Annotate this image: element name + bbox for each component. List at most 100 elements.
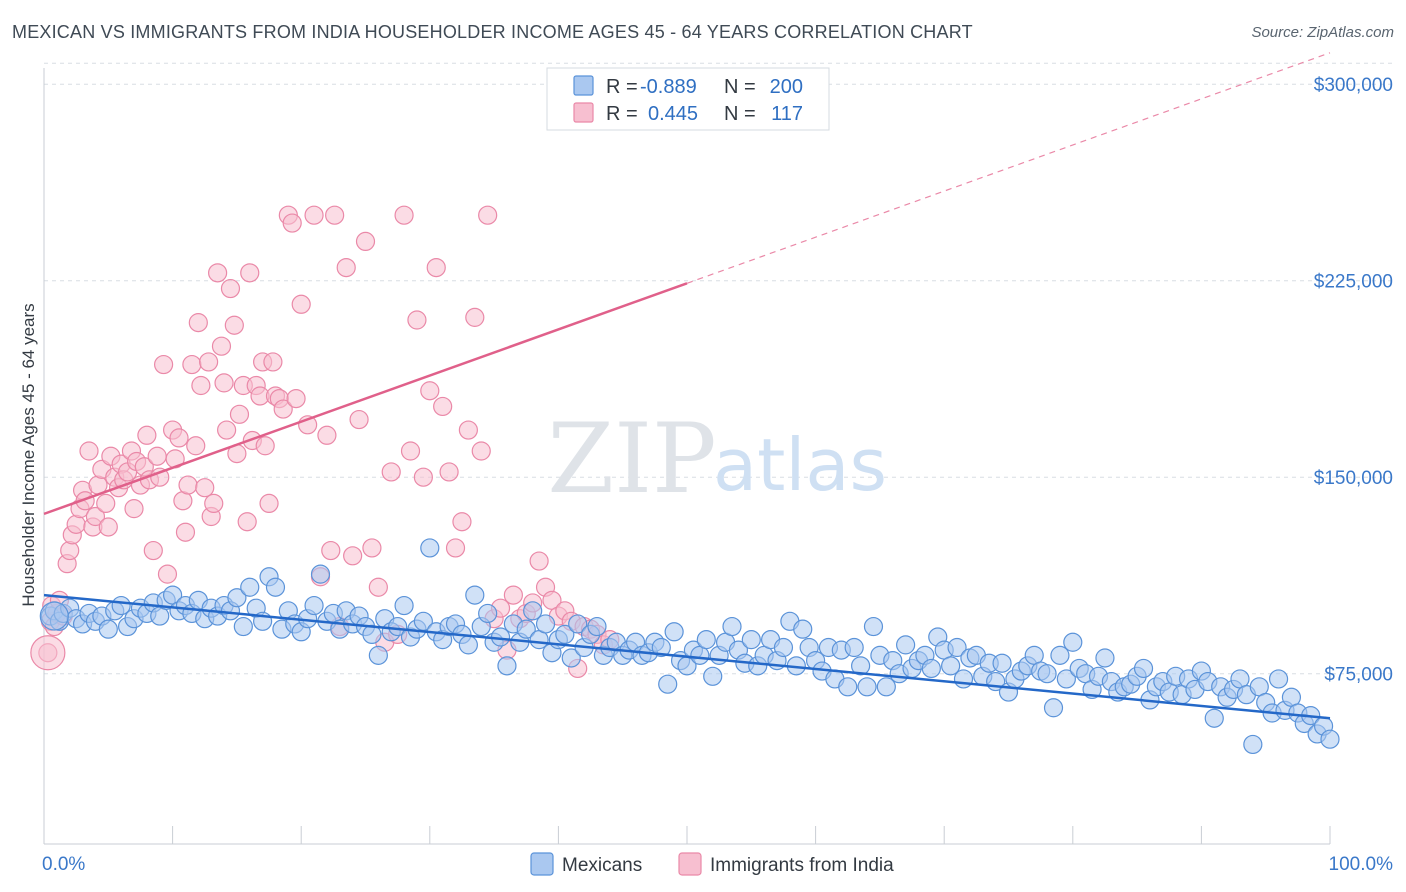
india-point bbox=[217, 420, 237, 440]
mexicans-point bbox=[947, 637, 967, 658]
india-point bbox=[178, 475, 198, 495]
india-point bbox=[273, 399, 293, 419]
india-point-large bbox=[30, 635, 66, 671]
india-point bbox=[362, 538, 382, 558]
india-point bbox=[204, 493, 224, 513]
mexicans-point bbox=[1050, 645, 1070, 665]
india-point bbox=[420, 381, 440, 401]
india-point bbox=[60, 540, 80, 561]
series-india-points bbox=[30, 205, 620, 679]
india-point bbox=[255, 436, 275, 456]
mexicans-point bbox=[1095, 648, 1115, 668]
mexicans-point bbox=[851, 656, 871, 676]
mexicans-point bbox=[98, 619, 118, 639]
mexicans-point bbox=[227, 588, 247, 608]
mexicans-point bbox=[741, 630, 761, 650]
mexicans-point bbox=[568, 614, 588, 634]
india-point bbox=[214, 373, 234, 393]
india-point bbox=[291, 294, 311, 314]
mexicans-point bbox=[844, 637, 864, 658]
india-point bbox=[263, 352, 283, 372]
mexicans-point-large bbox=[39, 601, 69, 631]
mexicans-point bbox=[587, 616, 607, 637]
india-point bbox=[147, 446, 167, 466]
mexicans-point bbox=[921, 658, 941, 679]
india-point bbox=[229, 404, 250, 424]
legend-r-label: R = bbox=[606, 76, 638, 98]
mexicans-point bbox=[1320, 729, 1340, 749]
india-point bbox=[478, 205, 498, 225]
mexicans-point bbox=[420, 538, 440, 558]
india-point bbox=[321, 540, 341, 561]
bottom-legend-swatch-india bbox=[678, 852, 702, 876]
mexicans-point bbox=[458, 635, 478, 655]
mexicans-point bbox=[953, 669, 974, 689]
mexicans-point bbox=[1063, 632, 1083, 652]
watermark: ZIP atlas bbox=[547, 403, 887, 515]
india-point bbox=[66, 514, 86, 534]
india-point bbox=[452, 512, 472, 532]
india-point bbox=[188, 313, 208, 333]
india-point bbox=[465, 307, 485, 327]
legend-n-label: N = bbox=[724, 103, 756, 125]
mexicans-point bbox=[1243, 734, 1263, 755]
india-point bbox=[259, 493, 279, 513]
bottom-legend-label-mexicans: Mexicans bbox=[562, 855, 642, 876]
mexicans-point bbox=[857, 677, 877, 697]
mexicans-point bbox=[497, 656, 517, 676]
mexicans-point bbox=[773, 637, 794, 658]
y-tick-labels: $75,000 $150,000 $225,000 $300,000 bbox=[1314, 75, 1393, 686]
mexicans-point bbox=[664, 622, 684, 642]
x-tick-labels: 0.0% 100.0% bbox=[42, 854, 1393, 875]
india-point bbox=[224, 315, 244, 335]
india-point bbox=[458, 420, 478, 440]
india-point bbox=[124, 499, 144, 519]
mexicans-point bbox=[561, 648, 581, 668]
legend-box bbox=[546, 67, 830, 131]
mexicans-point bbox=[265, 577, 286, 597]
india-point bbox=[433, 396, 453, 417]
mexicans-point bbox=[516, 619, 536, 639]
mexicans-point bbox=[838, 677, 858, 697]
mexicans-point bbox=[896, 635, 916, 655]
india-point bbox=[208, 263, 228, 283]
india-point bbox=[325, 205, 345, 225]
india-point bbox=[286, 389, 306, 409]
legend: R = -0.889 N = 200 R = 0.445 N = 117 bbox=[546, 67, 830, 131]
india-point bbox=[349, 409, 369, 430]
india-point bbox=[182, 354, 202, 375]
india-point bbox=[237, 512, 257, 532]
legend-swatch-mexicans bbox=[573, 75, 594, 96]
y-tick-label: $225,000 bbox=[1314, 272, 1393, 293]
india-trend-extension bbox=[686, 52, 1331, 284]
india-point bbox=[153, 354, 174, 375]
india-point bbox=[381, 462, 401, 482]
india-point bbox=[211, 336, 232, 356]
mexicans-point bbox=[651, 637, 671, 658]
x-tick-label: 0.0% bbox=[42, 854, 85, 875]
india-point bbox=[471, 441, 491, 461]
legend-n-value-mexicans: 200 bbox=[770, 76, 803, 98]
mexicans-point bbox=[478, 603, 498, 624]
india-point bbox=[169, 428, 189, 448]
india-point bbox=[240, 263, 260, 283]
mexicans-point bbox=[703, 666, 723, 686]
india-point bbox=[336, 258, 356, 278]
india-point bbox=[317, 425, 337, 445]
india-point bbox=[529, 551, 549, 571]
india-point bbox=[368, 577, 388, 597]
mexicans-point bbox=[876, 677, 896, 697]
india-point bbox=[157, 564, 178, 584]
india-point bbox=[343, 546, 363, 566]
bottom-legend-label-india: Immigrants from India bbox=[710, 855, 894, 876]
legend-swatch-india bbox=[573, 102, 594, 123]
india-point bbox=[355, 231, 376, 251]
mexicans-point bbox=[240, 577, 260, 597]
legend-n-label: N = bbox=[724, 76, 756, 98]
y-axis-title: Householder Income Ages 45 - 64 years bbox=[19, 303, 38, 606]
trend-lines bbox=[43, 52, 1331, 720]
mexicans-point bbox=[1056, 669, 1076, 689]
india-point bbox=[137, 425, 157, 445]
mexicans-point bbox=[1037, 664, 1057, 684]
